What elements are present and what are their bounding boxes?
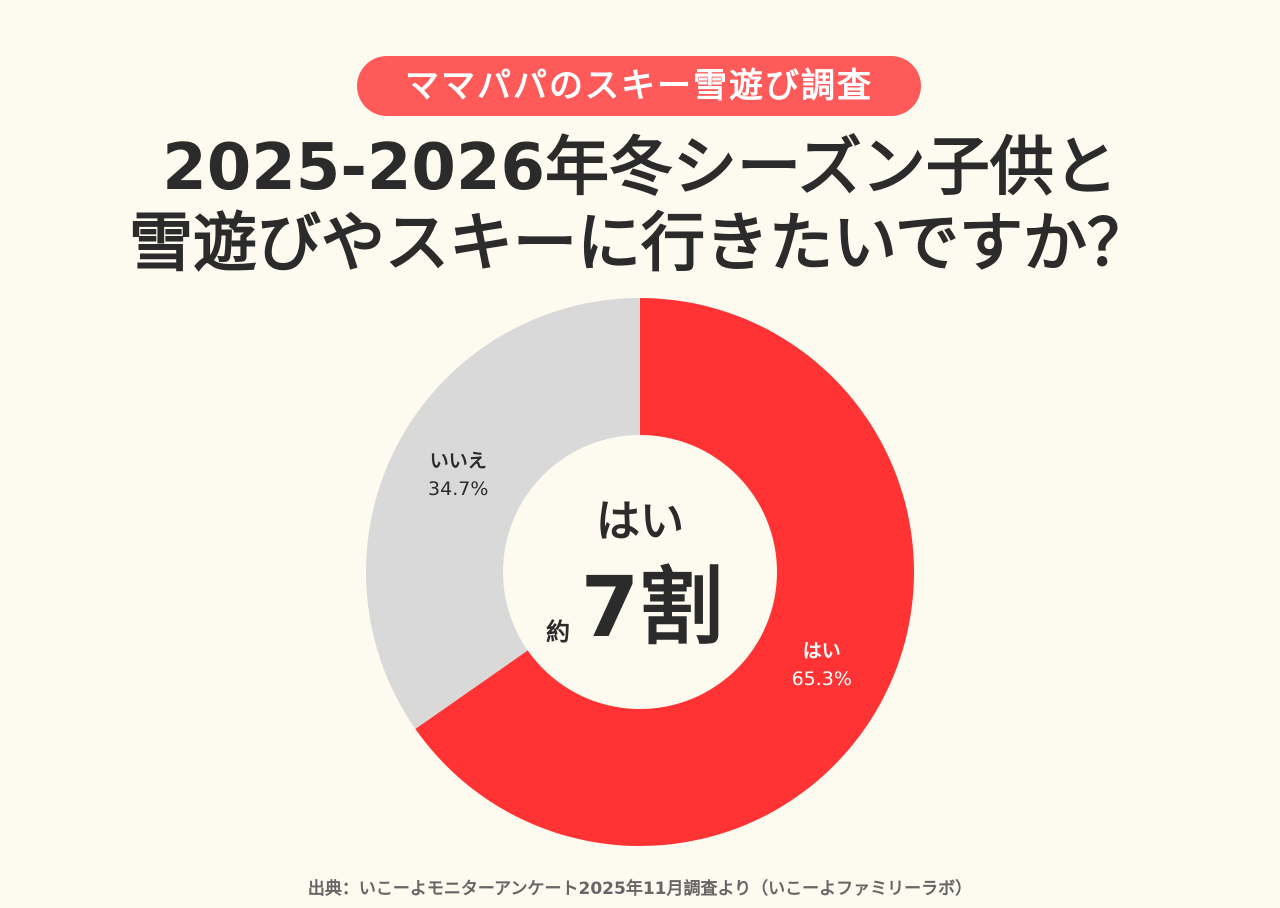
survey-badge: ママパパのスキー雪遊び調査 (357, 56, 921, 116)
center-value: 7割 (581, 558, 723, 656)
center-prefix: 約 (546, 618, 570, 646)
page-title: 2025-2026年冬シーズン子供と 雪遊びやスキーに行きたいですか？ (0, 130, 1280, 282)
slice-value-label: 34.7% (428, 478, 488, 500)
slice-value-label: 65.3% (792, 668, 852, 690)
donut-hole (503, 435, 777, 709)
title-line-1: 2025-2026年冬シーズン子供と (162, 131, 1118, 205)
source-footer: 出典：いこーよモニターアンケート2025年11月調査より（いこーよファミリーラボ… (307, 879, 973, 899)
slice-category-label: はい (803, 640, 841, 662)
slice-no (366, 298, 640, 729)
center-label: はい (596, 496, 684, 547)
slice-category-label: いいえ (430, 450, 487, 472)
title-line-2: 雪遊びやスキーに行きたいですか？ (128, 207, 1152, 281)
